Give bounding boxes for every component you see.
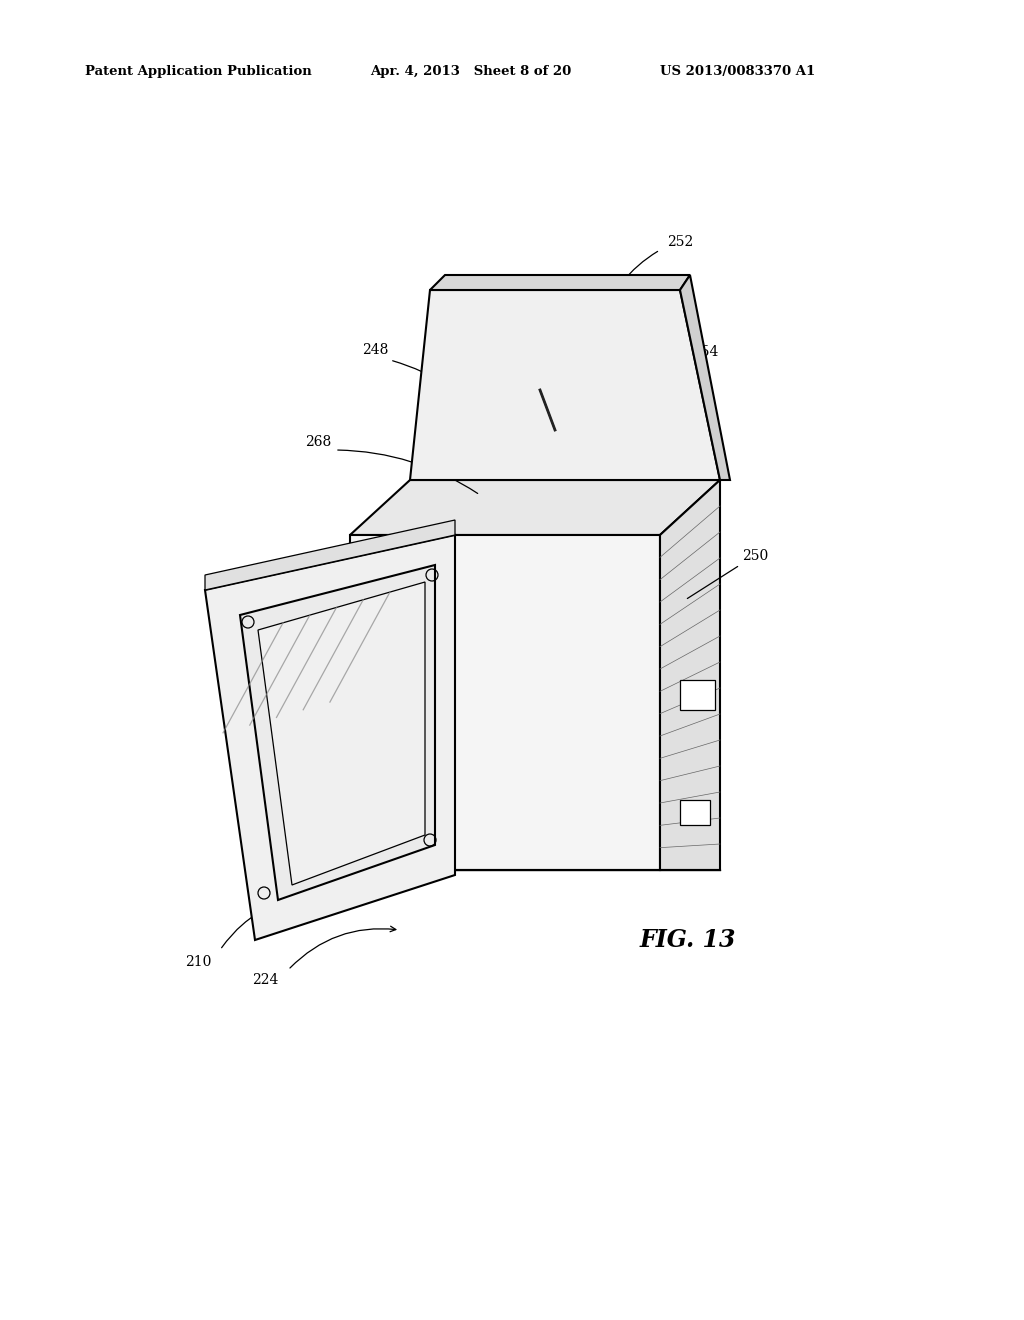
Polygon shape <box>660 480 720 870</box>
Text: US 2013/0083370 A1: US 2013/0083370 A1 <box>660 66 815 78</box>
Polygon shape <box>680 680 715 710</box>
Polygon shape <box>680 275 730 480</box>
Polygon shape <box>205 535 455 940</box>
Text: FIG. 13: FIG. 13 <box>640 928 736 952</box>
Polygon shape <box>430 275 690 290</box>
Text: 250: 250 <box>741 549 768 564</box>
Polygon shape <box>450 535 660 870</box>
Text: 226: 226 <box>219 611 245 624</box>
Text: 252: 252 <box>667 235 693 249</box>
Polygon shape <box>205 520 455 590</box>
Polygon shape <box>258 582 425 884</box>
Text: 224: 224 <box>252 973 279 987</box>
Text: 210: 210 <box>184 954 211 969</box>
Polygon shape <box>350 535 450 870</box>
Text: Apr. 4, 2013   Sheet 8 of 20: Apr. 4, 2013 Sheet 8 of 20 <box>370 66 571 78</box>
Polygon shape <box>410 290 720 480</box>
Text: 254: 254 <box>692 345 718 359</box>
Text: Patent Application Publication: Patent Application Publication <box>85 66 311 78</box>
Text: 268: 268 <box>305 436 331 449</box>
Polygon shape <box>350 480 720 535</box>
Text: 248: 248 <box>361 343 388 356</box>
Polygon shape <box>680 800 710 825</box>
Polygon shape <box>240 565 435 900</box>
